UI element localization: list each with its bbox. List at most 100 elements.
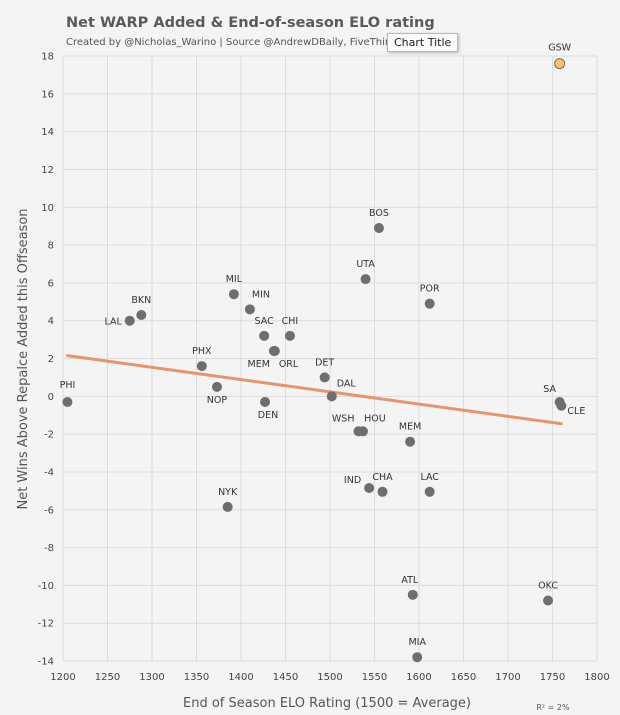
- y-tick-label: 16: [41, 89, 54, 100]
- point-label-cle: CLE: [567, 406, 585, 417]
- point-label-dal: DAL: [337, 378, 357, 389]
- point-label-chi: CHI: [282, 316, 299, 327]
- y-tick-label: -10: [38, 581, 54, 592]
- point-label-uta: UTA: [356, 259, 375, 270]
- point-label-lal: LAL: [104, 317, 122, 328]
- y-tick-label: -4: [44, 467, 54, 478]
- y-tick-label: 10: [41, 203, 54, 214]
- y-tick-label: 18: [41, 52, 54, 63]
- point-labels: GSW BOS UTA POR MIL MIN BKN LAL SAC CHI ORL MEM PHX D…: [60, 43, 586, 649]
- point-label-phi: PHI: [60, 380, 76, 391]
- data-point-chi[interactable]: [284, 330, 295, 341]
- y-tick-label: -6: [44, 505, 54, 516]
- y-tick-label: 2: [48, 354, 54, 365]
- y-tick-label: 6: [48, 278, 54, 289]
- point-label-por: POR: [420, 284, 440, 295]
- chart-title: Net WARP Added & End-of-season ELO ratin…: [66, 15, 435, 31]
- data-point-mem[interactable]: [268, 345, 279, 356]
- x-tick-label: 1200: [50, 672, 75, 683]
- point-label-bkn: BKN: [131, 295, 151, 306]
- point-label-phx: PHX: [192, 346, 212, 357]
- data-point-lac[interactable]: [424, 486, 435, 497]
- data-point-bkn[interactable]: [136, 310, 147, 321]
- point-label-den: DEN: [258, 410, 278, 421]
- x-tick-label: 1350: [184, 672, 209, 683]
- data-point-mil[interactable]: [228, 289, 239, 300]
- data-point-det[interactable]: [319, 372, 330, 383]
- y-axis-title: Net Wins Above Repalce Added this Offsea…: [16, 208, 31, 509]
- x-tick-label: 1400: [228, 672, 253, 683]
- y-tick-labels: -14 -12 -10 -8 -6 -4 -2 0 2 4 6 8 10 12 14 16 18: [38, 52, 54, 668]
- point-label-mem: MEM: [248, 359, 270, 370]
- data-point-dal[interactable]: [326, 391, 337, 402]
- data-point-mem[interactable]: [405, 436, 416, 447]
- data-point-cle[interactable]: [556, 400, 567, 411]
- x-tick-labels: 1200 1250 1300 1350 1400 1450 1500 1550 1600 1650…: [50, 672, 609, 683]
- y-tick-label: 4: [48, 316, 54, 327]
- data-point-nop[interactable]: [211, 381, 222, 392]
- data-point-cha[interactable]: [377, 486, 388, 497]
- y-tick-label: -2: [44, 430, 54, 441]
- r-squared-label: R² = 2%: [536, 703, 570, 712]
- data-point-sac[interactable]: [259, 330, 270, 341]
- data-point-phi[interactable]: [62, 396, 73, 407]
- y-tick-label: -14: [38, 657, 54, 668]
- trendline: [65, 354, 563, 426]
- data-point-min[interactable]: [244, 304, 255, 315]
- point-label-mil: MIL: [226, 274, 243, 285]
- data-points: [62, 58, 567, 663]
- point-label-sac: SAC: [255, 316, 275, 327]
- x-tick-label: 1300: [139, 672, 164, 683]
- data-point-por[interactable]: [424, 298, 435, 309]
- x-tick-label: 1550: [362, 672, 387, 683]
- point-label-nop: NOP: [207, 395, 228, 406]
- point-label-det: DET: [315, 357, 334, 368]
- data-point-phx[interactable]: [196, 361, 207, 372]
- y-tick-label: 0: [48, 392, 54, 403]
- y-tick-label: 12: [41, 165, 54, 176]
- x-axis-title: End of Season ELO Rating (1500 = Average…: [183, 696, 471, 711]
- data-point-den[interactable]: [260, 396, 271, 407]
- x-tick-label: 1500: [317, 672, 342, 683]
- x-tick-label: 1600: [406, 672, 431, 683]
- x-gridlines: [62, 56, 598, 661]
- point-label-orl: ORL: [279, 359, 299, 370]
- data-point-uta[interactable]: [360, 274, 371, 285]
- point-label-min: MIN: [252, 289, 270, 300]
- y-tick-label: -8: [44, 543, 54, 554]
- x-tick-label: 1750: [540, 672, 565, 683]
- point-label-cha: CHA: [372, 472, 393, 483]
- point-label-hou: HOU: [364, 413, 386, 424]
- point-label-sa: SA: [543, 384, 556, 395]
- data-point-ind[interactable]: [364, 483, 375, 494]
- x-tick-label: 1800: [584, 672, 609, 683]
- chart-subtitle: Created by @Nicholas_Warino | Source @An…: [66, 37, 388, 48]
- point-label-wsh: WSH: [332, 413, 355, 424]
- point-label-lac: LAC: [420, 472, 439, 483]
- data-point-nyk[interactable]: [222, 501, 233, 512]
- x-tick-label: 1250: [95, 672, 120, 683]
- y-tick-label: 14: [41, 127, 54, 138]
- x-tick-label: 1450: [273, 672, 298, 683]
- point-label-mia: MIA: [408, 637, 426, 648]
- data-point-gsw[interactable]: [554, 58, 566, 70]
- x-tick-label: 1700: [495, 672, 520, 683]
- point-label-atl: ATL: [401, 575, 419, 586]
- data-point-lal[interactable]: [124, 315, 135, 326]
- point-label-bos: BOS: [369, 208, 389, 219]
- point-label-nyk: NYK: [218, 487, 238, 498]
- y-tick-label: 8: [48, 241, 54, 252]
- data-point-atl[interactable]: [407, 589, 418, 600]
- point-label-ind: IND: [344, 475, 361, 486]
- data-point-okc[interactable]: [543, 595, 554, 606]
- point-label-gsw: GSW: [548, 43, 571, 54]
- data-point-bos[interactable]: [373, 223, 384, 234]
- point-label-okc: OKC: [538, 581, 558, 592]
- chart-title-tooltip: Chart Title: [387, 33, 459, 52]
- point-label-mem: MEM: [399, 422, 421, 433]
- x-tick-label: 1650: [451, 672, 476, 683]
- y-tick-label: -12: [38, 619, 54, 630]
- data-point-mia[interactable]: [412, 652, 423, 663]
- data-point-hou[interactable]: [357, 426, 368, 437]
